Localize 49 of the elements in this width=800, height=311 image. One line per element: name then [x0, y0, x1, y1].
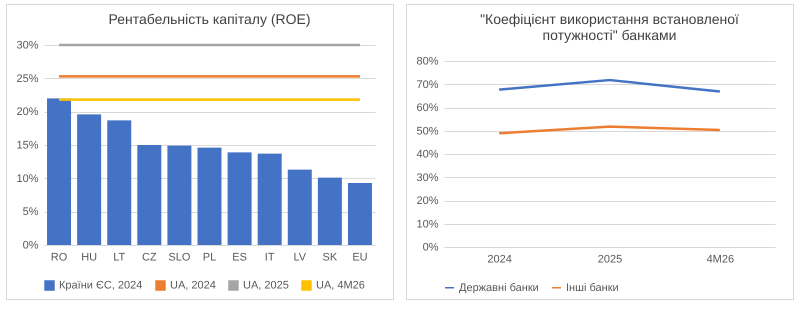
- y-tick-label: 60%: [416, 102, 439, 114]
- x-tick-label: IT: [264, 252, 275, 264]
- x-tick-label: EU: [352, 252, 368, 264]
- bar: [228, 152, 252, 245]
- x-tick-label: LV: [293, 252, 307, 264]
- x-tick-label: CZ: [142, 252, 157, 264]
- bar: [47, 98, 72, 245]
- legend-label: Державні банки: [459, 282, 539, 294]
- bar: [198, 148, 222, 245]
- y-tick-label: 20%: [416, 195, 439, 207]
- bar: [107, 120, 132, 245]
- y-tick-label: 15%: [16, 140, 39, 152]
- legend-label: Країни ЄС, 2024: [59, 280, 142, 292]
- x-tick-label: HU: [81, 252, 98, 264]
- chart-title: Рентабельність капіталу (ROE): [108, 11, 311, 27]
- bar: [318, 178, 342, 245]
- x-tick-label: ES: [232, 252, 247, 264]
- x-tick-label: PL: [202, 252, 216, 264]
- y-tick-label: 20%: [16, 106, 39, 118]
- y-tick-label: 25%: [16, 72, 39, 85]
- legend-label: Інші банки: [566, 282, 619, 294]
- legend-label: UA, 2025: [243, 280, 289, 292]
- x-tick-label: SLO: [168, 252, 191, 264]
- y-tick-label: 50%: [416, 125, 439, 138]
- y-tick-label: 30%: [416, 172, 439, 184]
- y-tick-label: 10%: [16, 172, 39, 185]
- x-tick-label: 2024: [487, 254, 512, 266]
- x-tick-label: RO: [50, 252, 68, 264]
- x-tick-label: 4M26: [706, 254, 734, 266]
- legend-label: UA, 4M26: [316, 280, 365, 292]
- x-tick-label: 2025: [598, 254, 622, 266]
- bar: [288, 170, 312, 245]
- bar: [137, 145, 162, 245]
- y-tick-label: 30%: [16, 40, 39, 52]
- y-tick-label: 80%: [416, 56, 439, 68]
- chart-title: "Коефіцієнт використання встановленої потужності" банками: [480, 11, 740, 43]
- y-tick-label: 70%: [416, 78, 439, 91]
- legend-label: UA, 2024: [170, 280, 216, 292]
- bar: [167, 146, 192, 245]
- y-tick-label: 10%: [416, 218, 439, 230]
- bar: [258, 154, 282, 245]
- bar: [77, 114, 102, 245]
- x-tick-label: SK: [322, 252, 338, 264]
- y-tick-label: 40%: [416, 148, 439, 160]
- y-tick-label: 5%: [22, 206, 39, 218]
- bar: [348, 183, 372, 245]
- x-tick-label: LT: [113, 252, 126, 264]
- y-tick-label: 0%: [422, 242, 439, 254]
- y-tick-label: 0%: [22, 240, 39, 252]
